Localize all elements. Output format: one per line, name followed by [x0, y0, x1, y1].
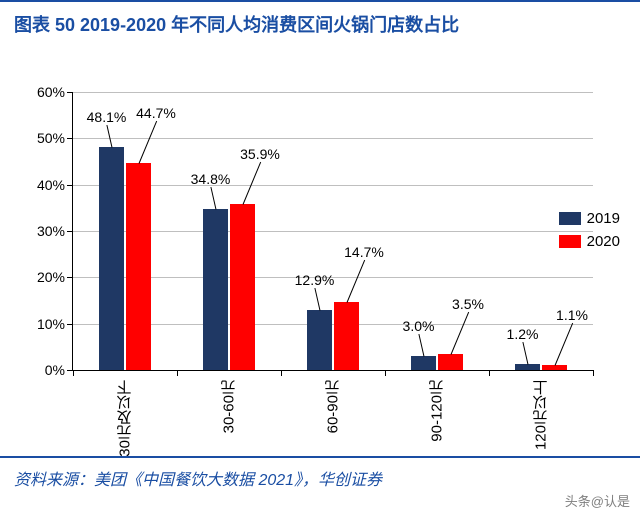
bar: [411, 356, 436, 370]
y-tick-label: 60%: [37, 84, 73, 100]
data-label: 34.8%: [191, 171, 231, 187]
x-tick-label: 60-90元: [323, 380, 344, 433]
x-tick-label: 30元及以下: [115, 380, 136, 457]
y-tick-label: 20%: [37, 269, 73, 285]
x-tick-label: 30-60元: [219, 380, 240, 433]
x-tick-label: 120元以上: [531, 380, 552, 450]
leader-line: [450, 312, 468, 354]
leader-line: [346, 260, 364, 302]
source-bar: 资料来源：美团《中国餐饮大数据 2021》，华创证券: [0, 456, 640, 490]
leader-line: [242, 162, 260, 204]
legend-item: 2019: [559, 210, 620, 227]
x-tick-label: 90-120元: [427, 380, 448, 442]
chart-container: 图表 50 2019-2020 年不同人均消费区间火锅门店数占比 0% 10% 20…: [0, 0, 640, 512]
y-tick-label: 50%: [37, 130, 73, 146]
leader-line: [314, 289, 320, 311]
data-label: 1.1%: [556, 307, 588, 323]
data-label: 35.9%: [240, 146, 280, 162]
gridline: [73, 324, 593, 325]
plot-area: 0%10%20%30%40%50%60%48.1%44.7%30元及以下34.8…: [72, 92, 593, 371]
bar: [99, 147, 124, 370]
data-label: 3.5%: [452, 296, 484, 312]
legend: 2019 2020: [559, 210, 620, 256]
x-tick-mark: [489, 370, 490, 376]
legend-swatch-icon: [559, 235, 581, 248]
data-label: 14.7%: [344, 244, 384, 260]
bar: [203, 209, 228, 370]
leader-line: [138, 121, 156, 163]
leader-line: [210, 187, 216, 209]
bar: [438, 354, 463, 370]
y-tick-label: 40%: [37, 177, 73, 193]
bar: [126, 163, 151, 370]
bar: [230, 204, 255, 370]
watermark: 头条@认是: [565, 491, 630, 510]
data-label: 44.7%: [136, 105, 176, 121]
data-label: 48.1%: [87, 109, 127, 125]
data-label: 3.0%: [403, 318, 435, 334]
leader-line: [554, 323, 572, 365]
y-tick-label: 0%: [45, 362, 73, 378]
legend-label: 2020: [587, 233, 620, 250]
gridline: [73, 92, 593, 93]
legend-label: 2019: [587, 210, 620, 227]
x-tick-mark: [593, 370, 594, 376]
title-bar: 图表 50 2019-2020 年不同人均消费区间火锅门店数占比: [0, 0, 640, 47]
gridline: [73, 231, 593, 232]
x-tick-mark: [385, 370, 386, 376]
source-text: 资料来源：美团《中国餐饮大数据 2021》，华创证券: [14, 466, 626, 490]
gridline: [73, 138, 593, 139]
bar: [515, 364, 540, 370]
x-tick-mark: [73, 370, 74, 376]
legend-item: 2020: [559, 233, 620, 250]
bar: [334, 302, 359, 370]
chart-title: 图表 50 2019-2020 年不同人均消费区间火锅门店数占比: [14, 12, 626, 39]
leader-line: [418, 334, 424, 356]
bar: [307, 310, 332, 370]
x-tick-mark: [177, 370, 178, 376]
leader-line: [106, 126, 112, 148]
data-label: 1.2%: [507, 326, 539, 342]
data-label: 12.9%: [295, 272, 335, 288]
y-tick-label: 10%: [37, 316, 73, 332]
leader-line: [522, 343, 528, 365]
legend-swatch-icon: [559, 212, 581, 225]
x-tick-mark: [281, 370, 282, 376]
y-tick-label: 30%: [37, 223, 73, 239]
gridline: [73, 185, 593, 186]
